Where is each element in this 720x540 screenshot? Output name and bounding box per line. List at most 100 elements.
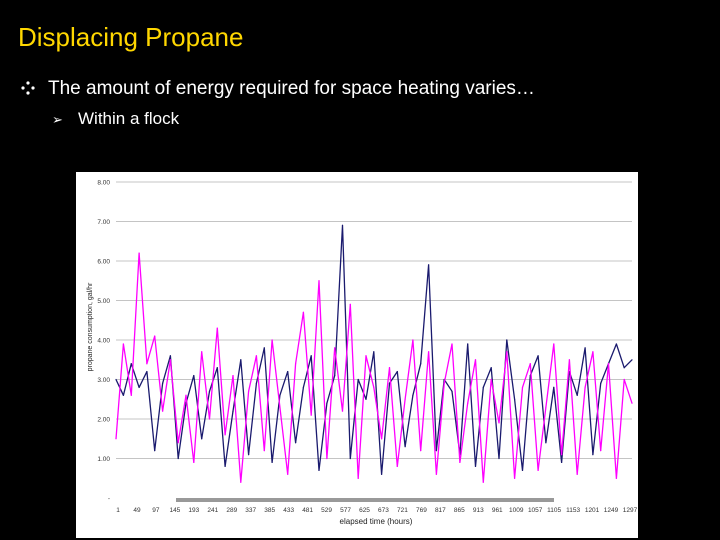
x-tick-label: 577 (340, 507, 351, 514)
data-point (130, 394, 132, 396)
data-point (177, 442, 179, 444)
data-point (404, 446, 406, 448)
data-point (287, 473, 289, 475)
data-point (600, 450, 602, 452)
data-point (459, 461, 461, 463)
data-point (318, 469, 320, 471)
x-tick-label: 145 (169, 507, 180, 514)
x-tick-label: 1 (116, 507, 120, 514)
data-point (208, 390, 211, 392)
data-point (584, 347, 586, 349)
y-tick-label: 8.00 (97, 180, 110, 187)
x-tick-label: 1297 (623, 507, 638, 514)
data-point (420, 363, 422, 365)
data-point (623, 367, 625, 369)
data-point (302, 311, 304, 313)
chart-series (115, 224, 633, 483)
data-point (404, 398, 406, 400)
data-point (467, 343, 469, 345)
data-point (271, 339, 273, 341)
data-point (240, 481, 242, 483)
data-point (607, 363, 610, 365)
data-point (255, 382, 257, 384)
y-tick-label: 2.00 (97, 417, 110, 424)
data-point (185, 394, 187, 396)
data-point (623, 378, 625, 381)
data-point (224, 434, 226, 436)
data-point (521, 469, 524, 471)
data-point (506, 351, 508, 353)
y-tick-label: - (108, 496, 110, 503)
data-point (506, 339, 508, 341)
data-point (592, 351, 594, 353)
data-point (201, 351, 203, 353)
data-point (154, 450, 156, 452)
data-point (514, 477, 516, 479)
data-point (216, 367, 218, 369)
data-point (490, 378, 492, 381)
data-point (248, 454, 250, 456)
data-point (498, 422, 500, 424)
x-tick-label: 913 (473, 507, 484, 514)
data-point (326, 402, 328, 404)
data-point (130, 363, 132, 365)
data-point (631, 359, 633, 361)
x-tick-label: 673 (378, 507, 389, 514)
y-axis-label: propane consumption, gal/hr (87, 282, 94, 371)
data-point (631, 402, 633, 404)
data-point (435, 450, 437, 452)
data-point (428, 264, 430, 266)
data-point (326, 457, 328, 460)
data-point (592, 454, 594, 456)
data-point (420, 450, 422, 452)
data-point (467, 402, 469, 404)
x-tick-label: 289 (226, 507, 237, 514)
data-point (193, 375, 195, 377)
propane-chart: -1.00 2.00 3.00 4.00 5.00 6.00 7.00 8.00 1 49 97 1… (76, 172, 638, 538)
x-tick-label: 1201 (585, 507, 600, 514)
x-tick-label: 49 (133, 507, 141, 514)
data-point (255, 355, 257, 357)
data-point (349, 303, 351, 305)
x-tick-label: 1009 (509, 507, 524, 514)
data-point (553, 343, 555, 345)
data-point (115, 438, 117, 440)
arrowhead-bullet-icon: ➢ (52, 112, 63, 127)
data-point (138, 386, 140, 388)
data-point (334, 375, 336, 377)
data-point (224, 465, 226, 467)
x-tick-label: 817 (435, 507, 446, 514)
data-point (498, 457, 500, 460)
y-tick-label: 3.00 (97, 377, 110, 384)
data-point (373, 351, 375, 353)
data-point (615, 343, 618, 345)
data-point (295, 442, 297, 444)
x-tick-label: 337 (245, 507, 256, 514)
data-point (388, 367, 391, 369)
data-point (537, 355, 539, 357)
data-point (271, 461, 273, 463)
data-point (216, 327, 218, 329)
data-point (193, 461, 195, 463)
data-point (521, 386, 524, 388)
x-tick-label: 529 (321, 507, 332, 514)
data-point (451, 343, 453, 345)
data-point (482, 386, 484, 388)
data-point (443, 382, 445, 384)
x-tick-label: 433 (283, 507, 294, 514)
data-point (162, 410, 164, 412)
data-point (568, 359, 570, 361)
data-point (146, 371, 148, 373)
data-point (169, 359, 171, 361)
data-point (208, 418, 211, 420)
chart-svg: -1.002.003.004.005.006.007.008.00 1 49 97 1… (87, 180, 638, 527)
data-point (412, 339, 414, 341)
data-point (561, 454, 563, 456)
data-point (310, 355, 312, 357)
data-point (396, 465, 398, 467)
data-point (310, 414, 312, 416)
x-tick-labels: 1 49 97 145 193 241 289 337 385 433 481 529 577 625 67… (116, 507, 637, 514)
data-point (115, 378, 117, 381)
data-point (122, 394, 124, 396)
data-point (451, 390, 453, 392)
